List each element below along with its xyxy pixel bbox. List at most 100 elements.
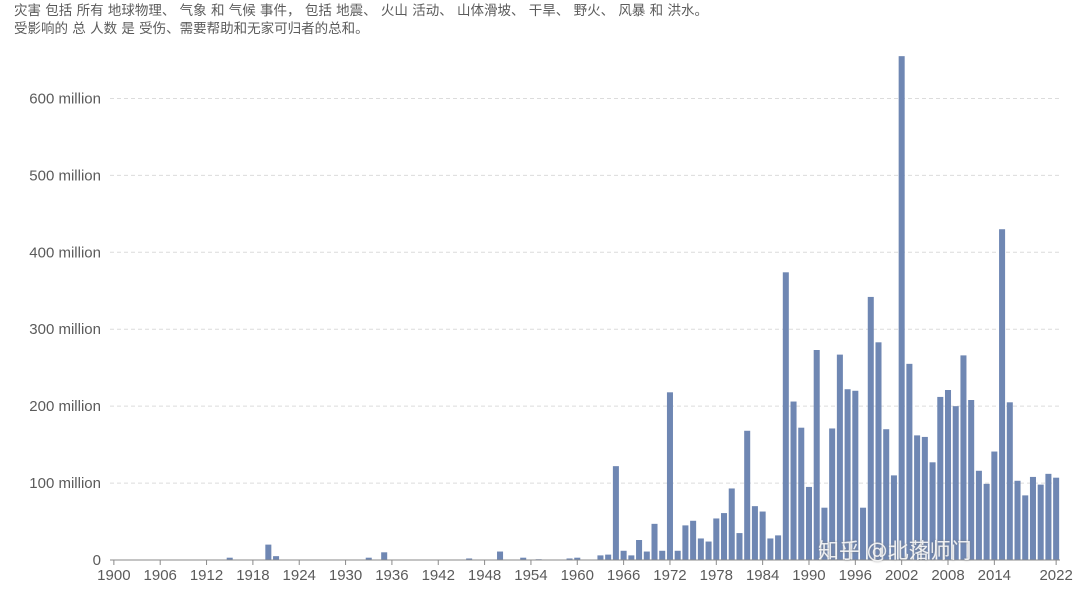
bar-1967	[628, 555, 635, 560]
x-tick-label: 1900	[97, 567, 130, 584]
x-tick-label: 1930	[329, 567, 362, 584]
bar-2001	[890, 475, 897, 560]
bar-1989	[798, 427, 805, 560]
bar-1964	[605, 554, 612, 560]
bar-2010	[960, 355, 967, 560]
bar-2005	[921, 436, 928, 560]
y-tick-label: 500 million	[29, 167, 101, 184]
bar-1946	[466, 558, 473, 560]
bar-1975	[690, 520, 697, 560]
bar-1959	[566, 558, 573, 560]
bar-1977	[705, 541, 712, 560]
y-tick-label: 300 million	[29, 321, 101, 338]
grid-lines	[110, 97, 1060, 484]
bar-2018	[1022, 495, 1029, 560]
x-tick-label: 1960	[561, 567, 594, 584]
bar-1990	[805, 486, 812, 560]
bar-1969	[643, 551, 650, 560]
x-tick-label: 2014	[978, 567, 1011, 584]
x-tick-label: 1978	[700, 567, 733, 584]
y-tick-label: 400 million	[29, 244, 101, 261]
bar-2017	[1014, 480, 1021, 560]
bar-2006	[929, 462, 936, 560]
bar-1968	[636, 540, 643, 560]
bar-1971	[659, 550, 666, 560]
bar-1972	[666, 392, 673, 560]
bar-1985	[767, 538, 774, 560]
bar-1921	[273, 556, 280, 560]
y-tick-label: 100 million	[29, 475, 101, 492]
x-tick-label: 2002	[885, 567, 918, 584]
bar-2020	[1037, 484, 1044, 560]
bar-1996	[852, 390, 859, 560]
bar-1995	[844, 389, 851, 560]
bar-2008	[944, 390, 952, 560]
bar-1976	[697, 538, 704, 560]
x-tick-label: 1972	[653, 567, 686, 584]
bar-1950	[497, 551, 504, 560]
bar-1953	[520, 557, 527, 560]
bar-1983	[751, 506, 758, 560]
bars	[226, 56, 1060, 561]
bar-2002	[898, 56, 905, 561]
bar-1982	[744, 430, 751, 560]
y-axis-ticks: 0 100 million 200 million 300 million 400 mi…	[29, 90, 101, 569]
bar-1974	[682, 525, 689, 560]
bar-1966	[620, 550, 627, 560]
bar-1960	[574, 557, 581, 560]
bar-1978	[713, 518, 720, 560]
bar-2021	[1045, 473, 1052, 560]
bar-2014	[991, 451, 998, 560]
bar-2007	[937, 396, 944, 560]
x-tick-label: 1936	[375, 567, 408, 584]
bar-1993	[829, 428, 836, 560]
bar-1970	[651, 523, 658, 560]
x-tick-label: 1912	[190, 567, 223, 584]
bar-1980	[728, 488, 735, 560]
bar-1935	[381, 552, 388, 560]
bar-1988	[790, 401, 797, 560]
bar-2019	[1029, 476, 1036, 560]
bar-1984	[759, 511, 766, 560]
bar-1997	[860, 507, 867, 560]
bar-1987	[782, 272, 789, 560]
subtitle-line-2: 受影响的 总 人数 是 受伤、需要帮助和无家可归者的总和。	[14, 21, 369, 37]
bar-1979	[721, 513, 728, 560]
bar-1963	[597, 555, 604, 560]
bar-2022	[1053, 477, 1060, 560]
bar-1915	[226, 557, 233, 560]
y-tick-label: 600 million	[29, 90, 101, 107]
x-tick-label: 1924	[283, 567, 316, 584]
x-tick-label: 2022	[1039, 567, 1072, 584]
bar-1999	[875, 342, 882, 560]
chart-subtitle: 灾害 包括 所有 地球物理、 气象 和 气候 事件， 包括 地震、 火山 活动、…	[14, 2, 1064, 38]
bar-2000	[883, 429, 890, 560]
x-tick-label: 1990	[792, 567, 825, 584]
watermark: 知乎 @北落师门	[818, 539, 972, 563]
bar-2004	[914, 435, 921, 560]
bar-1920	[265, 544, 272, 560]
x-tick-label: 1996	[839, 567, 872, 584]
x-tick-label: 1942	[422, 567, 455, 584]
x-axis-ticks: 1900 1906 1912 1918 1924 1930 1936 1942 1948 1954…	[97, 560, 1073, 584]
y-tick-label: 200 million	[29, 398, 101, 415]
bar-1998	[867, 296, 874, 560]
bar-1933	[365, 557, 372, 560]
bar-2012	[975, 470, 982, 560]
bar-2011	[968, 400, 975, 560]
y-tick-label: 0	[93, 552, 101, 569]
bar-2003	[906, 363, 913, 560]
bar-1973	[674, 550, 681, 560]
bar-2009	[952, 406, 959, 560]
bar-2015	[999, 229, 1006, 560]
x-tick-label: 2008	[931, 567, 964, 584]
x-tick-label: 1966	[607, 567, 640, 584]
bar-1994	[836, 354, 843, 560]
bar-2013	[983, 483, 990, 560]
bar-1981	[736, 533, 743, 560]
x-tick-label: 1948	[468, 567, 501, 584]
bar-2016	[1006, 402, 1013, 560]
bar-1991	[813, 350, 820, 560]
bar-1992	[821, 507, 828, 560]
